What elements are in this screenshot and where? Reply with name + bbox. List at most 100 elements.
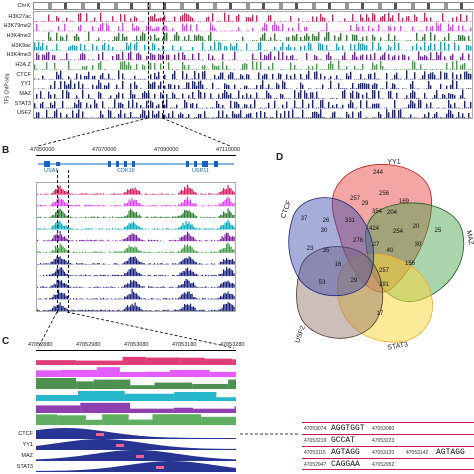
track-signal-bar [152, 42, 154, 51]
track-signal-bar [320, 43, 322, 51]
track-signal-bar [53, 224, 55, 230]
track-signal-bar [430, 26, 432, 32]
track-signal-bar [414, 72, 416, 80]
track-signal-bar [288, 98, 290, 99]
track-signal-bar [92, 44, 94, 51]
track-signal-bar [456, 40, 458, 41]
track-signal-bar [217, 240, 219, 242]
track-signal-bar [114, 99, 116, 109]
track-signal-bar [218, 203, 220, 207]
track-signal-bar [137, 283, 139, 288]
track-signal-bar [290, 98, 292, 99]
track-signal-bar [115, 228, 117, 230]
track-signal-bar [218, 40, 220, 41]
track-signal-bar [44, 55, 46, 61]
track-signal-bar [222, 93, 224, 99]
track-signal-bar [248, 30, 250, 32]
track-signal-bar [306, 26, 308, 32]
track-signal-bar [304, 45, 306, 51]
track-signal-bar [100, 12, 102, 22]
track-signal-bar [119, 251, 121, 253]
track-signal-bar [62, 246, 64, 253]
track-signal-bar [196, 78, 198, 80]
track-signal-bar [209, 275, 211, 277]
track-signal-bar [422, 36, 424, 41]
track-signal-bar [74, 252, 76, 253]
track-signal-bar [122, 49, 124, 51]
track-signal-bar [344, 89, 346, 99]
histone-block [80, 402, 131, 413]
track-signal-bar [462, 113, 464, 118]
track-signal-bar [38, 30, 40, 32]
track-signal-bar [115, 298, 117, 300]
track-signal-bar [56, 71, 58, 80]
track-signal-bar [452, 24, 454, 32]
motif-start: 47053074 [304, 426, 327, 432]
track-signal-bar [136, 41, 138, 51]
track-signal-bar [436, 69, 438, 70]
track-signal-bar [36, 94, 38, 99]
track-signal-bar [115, 240, 117, 242]
track-signal-bar [164, 274, 166, 277]
track-signal-bar [192, 78, 194, 80]
track-signal-bar [46, 240, 48, 242]
track-signal-bar [202, 309, 204, 311]
track-signal-bar [48, 117, 50, 118]
track-signal-bar [98, 80, 100, 90]
track-signal-bar [229, 259, 231, 265]
track-signal-bar [410, 20, 412, 22]
track-signal-bar [193, 203, 195, 207]
tf-label-c-ctcf: CTCF [18, 431, 33, 437]
track-signal-bar [107, 274, 109, 277]
track-signal-bar [176, 32, 178, 41]
track-signal-bar [446, 85, 448, 90]
track-signal-bar [161, 193, 163, 195]
track-signal-bar [88, 71, 90, 80]
track-signal-bar [350, 43, 352, 51]
histone-block [130, 385, 155, 389]
track-signal-bar [64, 259, 66, 265]
track-signal-bar [220, 261, 222, 265]
track-signal-bar [280, 59, 282, 61]
track-signal-bar [124, 49, 126, 51]
track-signal-bar [220, 191, 222, 195]
track-signal-bar [350, 20, 352, 22]
track-signal-bar [230, 224, 232, 230]
track-signal-bar [116, 54, 118, 61]
track-signal-bar [59, 185, 61, 195]
track-signal-bar [102, 72, 104, 80]
track-signal-bar [352, 111, 354, 118]
track-signal-bar [65, 260, 67, 265]
track-signal-bar [410, 50, 412, 51]
track-signal-bar [58, 209, 60, 218]
track-signal-bar [223, 269, 225, 277]
track-signal-bar [181, 236, 183, 242]
track-signal-bar [200, 240, 202, 242]
track-signal-bar [64, 225, 66, 230]
track-signal-bar [420, 78, 422, 80]
track-signal-bar [374, 65, 376, 70]
track-signal-bar [160, 240, 162, 242]
track-signal-bar [214, 40, 216, 41]
track-signal-bar [170, 30, 172, 32]
track-signal-bar [161, 205, 163, 207]
track-signal-bar [282, 80, 284, 90]
track-signal-bar [130, 256, 132, 265]
track-signal-bar [176, 69, 178, 70]
track-signal-bar [139, 250, 141, 253]
track-signal-bar [151, 216, 153, 218]
track-signal-bar [191, 203, 193, 207]
track-signal-bar [36, 40, 38, 41]
track-signal-bar [310, 40, 312, 41]
track-signal-bar [71, 217, 73, 218]
track-signal-bar [218, 20, 220, 22]
track-signal-bar [102, 101, 104, 109]
track-signal-bar [65, 191, 67, 195]
track-signal-bar [152, 286, 154, 288]
track-signal-bar [118, 287, 120, 288]
track-signal-bar [356, 49, 358, 51]
track-signal-bar [102, 20, 104, 22]
track-signal-bar [46, 52, 48, 61]
track-signal-bar [80, 54, 82, 61]
track-signal-bar [181, 308, 183, 311]
